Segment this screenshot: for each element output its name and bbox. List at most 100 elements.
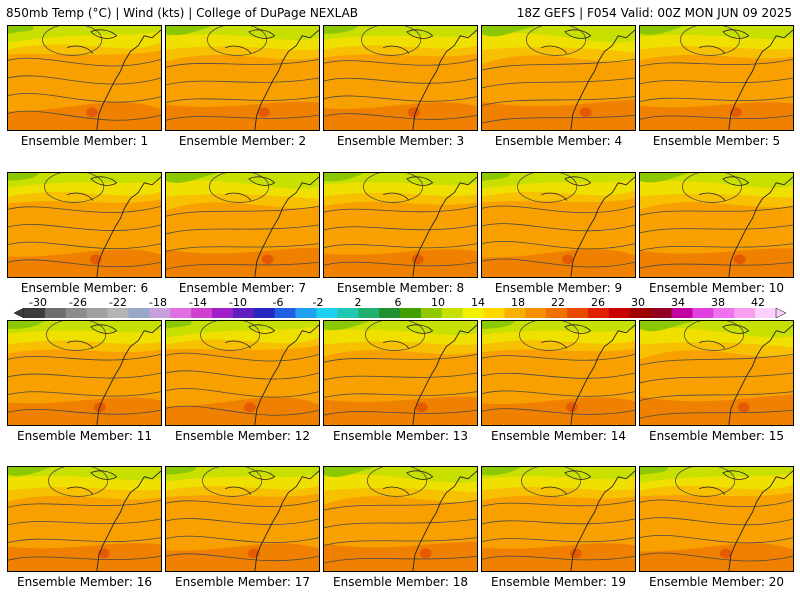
ensemble-member-label: Ensemble Member: 3 xyxy=(336,134,465,148)
colorbar-tick: 2 xyxy=(354,296,362,309)
ensemble-panel xyxy=(481,172,636,278)
ensemble-member-label: Ensemble Member: 10 xyxy=(649,281,784,295)
colorbar-segment xyxy=(24,308,46,318)
colorbar-segment xyxy=(232,308,255,318)
colorbar-segment xyxy=(107,308,129,318)
ensemble-panel xyxy=(323,466,478,572)
ensemble-panel xyxy=(481,466,636,572)
colorbar-segment xyxy=(379,308,401,318)
colorbar-tick: 42 xyxy=(751,296,765,309)
ensemble-member-label: Ensemble Member: 20 xyxy=(649,575,784,589)
colorbar-segment xyxy=(44,308,67,318)
ensemble-panel xyxy=(639,320,794,426)
colorbar-segment xyxy=(483,308,505,318)
ensemble-member-label: Ensemble Member: 11 xyxy=(17,429,152,443)
ensemble-member-label: Ensemble Member: 5 xyxy=(652,134,781,148)
colorbar-segment xyxy=(400,308,422,318)
ensemble-member-label: Ensemble Member: 19 xyxy=(491,575,626,589)
colorbar-segment xyxy=(525,308,547,318)
valid-time: 18Z GEFS | F054 Valid: 00Z MON JUN 09 20… xyxy=(516,6,792,20)
colorbar-tick: -14 xyxy=(189,296,207,309)
ensemble-member-label: Ensemble Member: 9 xyxy=(494,281,623,295)
colorbar-tick: 6 xyxy=(394,296,402,309)
colorbar-segment xyxy=(671,308,693,318)
ensemble-member-label: Ensemble Member: 6 xyxy=(20,281,149,295)
colorbar-left-arrow xyxy=(14,308,25,318)
ensemble-panel xyxy=(639,172,794,278)
colorbar-segment xyxy=(295,308,317,318)
colorbar-segment xyxy=(650,308,672,318)
colorbar-right-arrow xyxy=(775,308,786,318)
ensemble-member-label: Ensemble Member: 14 xyxy=(491,429,626,443)
colorbar-tick: 14 xyxy=(471,296,485,309)
colorbar-segment xyxy=(65,308,87,318)
ensemble-panel xyxy=(7,320,162,426)
colorbar-segment xyxy=(420,308,443,318)
ensemble-panel xyxy=(323,25,478,131)
ensemble-member-label: Ensemble Member: 18 xyxy=(333,575,468,589)
colorbar-segment xyxy=(149,308,171,318)
colorbar-segment xyxy=(337,308,359,318)
ensemble-panel xyxy=(7,466,162,572)
ensemble-member-label: Ensemble Member: 15 xyxy=(649,429,784,443)
colorbar-tick: 30 xyxy=(631,296,645,309)
colorbar-tick: -2 xyxy=(312,296,324,309)
colorbar-tick: 10 xyxy=(431,296,445,309)
ensemble-member-label: Ensemble Member: 16 xyxy=(17,575,152,589)
ensemble-member-label: Ensemble Member: 13 xyxy=(333,429,468,443)
colorbar-segment xyxy=(170,308,192,318)
colorbar-segment xyxy=(629,308,651,318)
ensemble-panel xyxy=(639,466,794,572)
ensemble-member-label: Ensemble Member: 2 xyxy=(178,134,307,148)
ensemble-panel xyxy=(165,466,320,572)
colorbar-segment xyxy=(504,308,526,318)
colorbar-segment xyxy=(441,308,463,318)
colorbar-segment xyxy=(588,308,610,318)
ensemble-panel xyxy=(165,25,320,131)
ensemble-panel xyxy=(639,25,794,131)
ensemble-panel xyxy=(7,172,162,278)
colorbar-segment xyxy=(567,308,589,318)
ensemble-panel xyxy=(165,172,320,278)
colorbar-tick: 34 xyxy=(671,296,685,309)
colorbar-tick: -10 xyxy=(229,296,247,309)
colorbar xyxy=(14,308,786,318)
colorbar-segment xyxy=(191,308,213,318)
ensemble-panel xyxy=(7,25,162,131)
colorbar-tick: 26 xyxy=(591,296,605,309)
colorbar-tick: -22 xyxy=(109,296,127,309)
colorbar-tick: 38 xyxy=(711,296,725,309)
ensemble-panel xyxy=(165,320,320,426)
colorbar-tick: -26 xyxy=(69,296,87,309)
colorbar-segment xyxy=(755,308,777,318)
ensemble-member-label: Ensemble Member: 4 xyxy=(494,134,623,148)
colorbar-tick: 22 xyxy=(551,296,565,309)
colorbar-segment xyxy=(608,308,631,318)
colorbar-segment xyxy=(713,308,735,318)
ensemble-panel xyxy=(323,320,478,426)
ensemble-panel xyxy=(323,172,478,278)
ensemble-member-label: Ensemble Member: 1 xyxy=(20,134,149,148)
colorbar-tick: 18 xyxy=(511,296,525,309)
colorbar-segment xyxy=(358,308,380,318)
ensemble-member-label: Ensemble Member: 17 xyxy=(175,575,310,589)
colorbar-segment xyxy=(734,308,756,318)
colorbar-segment xyxy=(462,308,484,318)
colorbar-segment xyxy=(692,308,714,318)
colorbar-segment xyxy=(253,308,275,318)
ensemble-panel xyxy=(481,320,636,426)
colorbar-segment xyxy=(316,308,338,318)
map-title: 850mb Temp (°C) | Wind (kts) | College o… xyxy=(6,6,359,20)
colorbar-segment xyxy=(86,308,108,318)
ensemble-panel xyxy=(481,25,636,131)
ensemble-member-label: Ensemble Member: 12 xyxy=(175,429,310,443)
ensemble-member-label: Ensemble Member: 7 xyxy=(178,281,307,295)
colorbar-segment xyxy=(212,308,234,318)
colorbar-segment xyxy=(546,308,568,318)
colorbar-segment xyxy=(128,308,150,318)
colorbar-tick: -6 xyxy=(272,296,284,309)
ensemble-member-label: Ensemble Member: 8 xyxy=(336,281,465,295)
colorbar-tick: -18 xyxy=(149,296,167,309)
colorbar-tick: -30 xyxy=(29,296,47,309)
colorbar-tick-labels: -30 -26 -22 -18 -14 -10 -6 -2 2 6 10 14 18 22 26 30 34 38… xyxy=(0,296,800,309)
